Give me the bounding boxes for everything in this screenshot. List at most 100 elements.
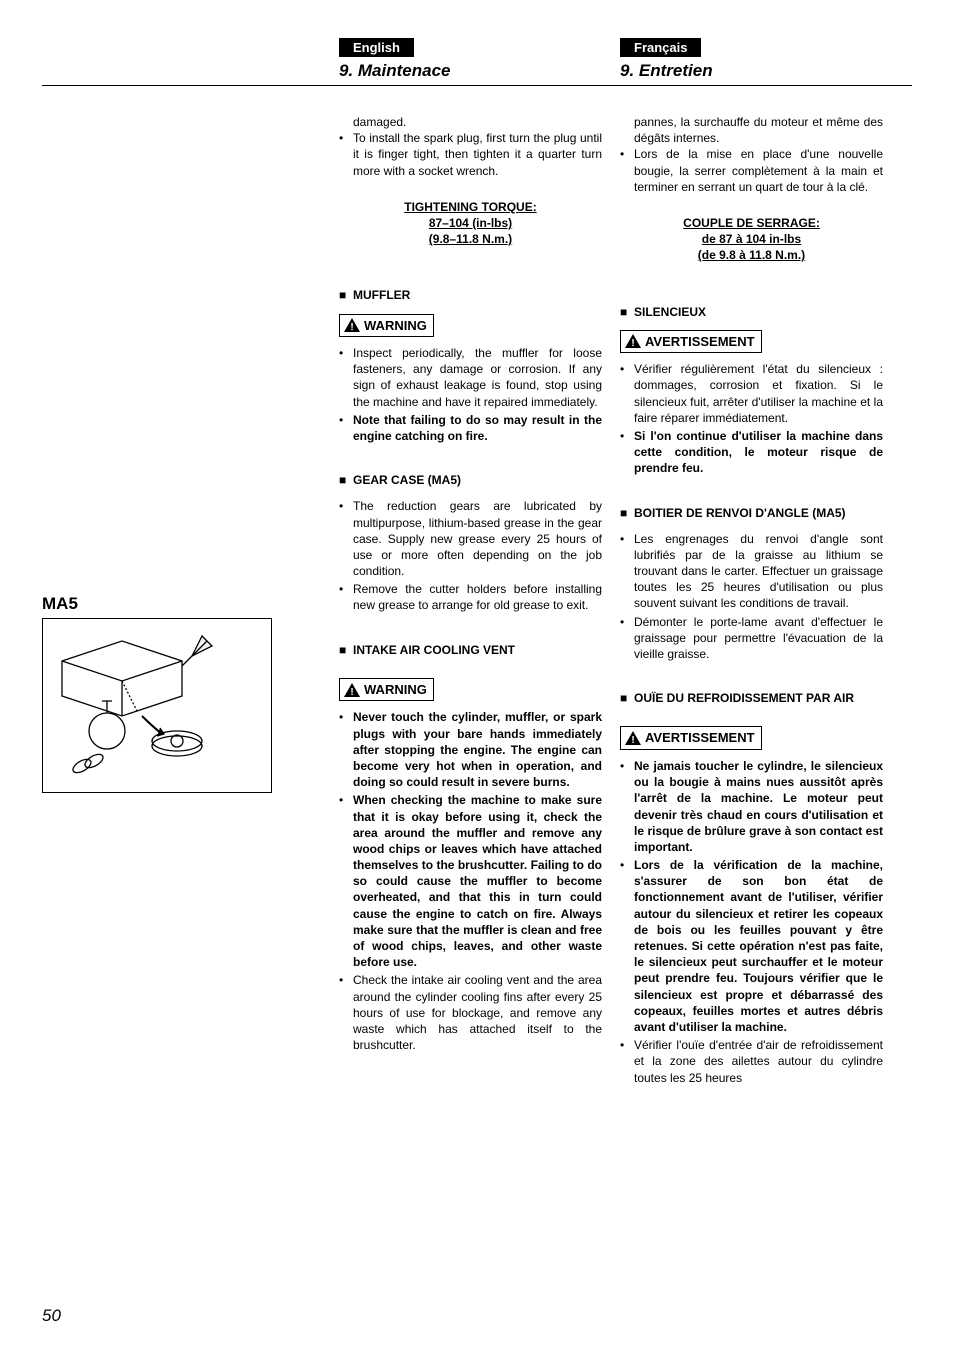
en-gear-b2: • Remove the cutter holders before insta… xyxy=(339,581,602,613)
en-muffler-b1: • Inspect periodically, the muffler for … xyxy=(339,345,602,410)
fr-intake-b2: • Lors de la vérification de la machine,… xyxy=(620,857,883,1035)
en-warning-label-2: WARNING xyxy=(364,681,427,699)
square-bullet-icon: ■ xyxy=(339,287,353,303)
fr-torque-l3: (de 9.8 à 11.8 N.m.) xyxy=(620,247,883,263)
en-warning-1: ! WARNING xyxy=(339,314,434,338)
warning-icon: ! xyxy=(344,683,360,697)
fr-warning-1: ! AVERTISSEMENT xyxy=(620,330,762,354)
fr-gear-b1-text: Les engrenages du renvoi d'angle sont lu… xyxy=(634,531,883,612)
square-bullet-icon: ■ xyxy=(339,472,353,488)
fr-intake-b1-text: Ne jamais toucher le cylindre, le silenc… xyxy=(634,758,883,855)
fr-warning-2: ! AVERTISSEMENT xyxy=(620,726,762,750)
bullet-dot: • xyxy=(620,428,634,477)
fr-gear-b1: • Les engrenages du renvoi d'angle sont … xyxy=(620,531,883,612)
fr-intro-bullet: • Lors de la mise en place d'une nouvell… xyxy=(620,146,883,195)
en-warning-2: ! WARNING xyxy=(339,678,434,702)
bullet-dot: • xyxy=(339,972,353,1053)
fr-intro-bullet-text: Lors de la mise en place d'une nouvelle … xyxy=(634,146,883,195)
fr-warning-label-1: AVERTISSEMENT xyxy=(645,333,755,351)
warning-icon: ! xyxy=(625,334,641,348)
en-torque-l1: TIGHTENING TORQUE: xyxy=(339,199,602,215)
page-header: English 9. Maintenace Français 9. Entret… xyxy=(339,38,912,81)
svg-text:!: ! xyxy=(631,338,634,348)
left-margin: MA5 xyxy=(42,114,339,1088)
en-muffler-b1-text: Inspect periodically, the muffler for lo… xyxy=(353,345,602,410)
section-title-english: 9. Maintenace xyxy=(339,61,620,81)
bullet-dot: • xyxy=(620,857,634,1035)
en-muffler-b2-text: Note that failing to do so may result in… xyxy=(353,412,602,444)
fr-muffler-heading: ■ SILENCIEUX xyxy=(620,304,883,320)
en-torque-l2: 87–104 (in-lbs) xyxy=(339,215,602,231)
fr-muffler-b2-text: Si l'on continue d'utiliser la machine d… xyxy=(634,428,883,477)
bullet-dot: • xyxy=(339,130,353,179)
en-muffler-b2: • Note that failing to do so may result … xyxy=(339,412,602,444)
en-intake-heading-text: INTAKE AIR COOLING VENT xyxy=(353,642,515,658)
fr-intake-heading: ■ OUÏE DU REFROIDISSEMENT PAR AIR xyxy=(620,690,883,706)
fr-muffler-b2: • Si l'on continue d'utiliser la machine… xyxy=(620,428,883,477)
en-muffler-heading-text: MUFFLER xyxy=(353,287,410,303)
fr-muffler-b1-text: Vérifier régulièrement l'état du silenci… xyxy=(634,361,883,426)
bullet-dot: • xyxy=(339,792,353,970)
en-intake-b2-text: When checking the machine to make sure t… xyxy=(353,792,602,970)
fr-gear-heading: ■ BOITIER DE RENVOI D'ANGLE (MA5) xyxy=(620,505,883,521)
fr-intro-cont: pannes, la surchauffe du moteur et même … xyxy=(634,114,883,146)
en-intake-b3: • Check the intake air cooling vent and … xyxy=(339,972,602,1053)
en-torque-l3: (9.8–11.8 N.m.) xyxy=(339,231,602,247)
column-english: damaged. • To install the spark plug, fi… xyxy=(339,114,602,1088)
fr-torque: COUPLE DE SERRAGE: de 87 à 104 in-lbs (d… xyxy=(620,215,883,264)
lang-tag-english: English xyxy=(339,38,414,57)
header-rule xyxy=(42,85,912,86)
lang-tag-french: Français xyxy=(620,38,701,57)
en-intake-b1: • Never touch the cylinder, muffler, or … xyxy=(339,709,602,790)
header-french: Français 9. Entretien xyxy=(620,38,901,81)
bullet-dot: • xyxy=(339,581,353,613)
svg-text:!: ! xyxy=(350,322,353,332)
en-intake-b2: • When checking the machine to make sure… xyxy=(339,792,602,970)
fr-intake-b3: • Vérifier l'ouïe d'entrée d'air de refr… xyxy=(620,1037,883,1086)
warning-icon: ! xyxy=(625,731,641,745)
fr-intake-b1: • Ne jamais toucher le cylindre, le sile… xyxy=(620,758,883,855)
bullet-dot: • xyxy=(339,498,353,579)
fr-torque-l2: de 87 à 104 in-lbs xyxy=(620,231,883,247)
en-gear-heading: ■ GEAR CASE (MA5) xyxy=(339,472,602,488)
square-bullet-icon: ■ xyxy=(339,642,353,658)
en-muffler-heading: ■ MUFFLER xyxy=(339,287,602,303)
svg-text:!: ! xyxy=(350,687,353,697)
fr-gear-b2: • Démonter le porte-lame avant d'effectu… xyxy=(620,614,883,663)
en-intro-bullet: • To install the spark plug, first turn … xyxy=(339,130,602,179)
square-bullet-icon: ■ xyxy=(620,505,634,521)
bullet-dot: • xyxy=(620,614,634,663)
square-bullet-icon: ■ xyxy=(620,304,634,320)
en-intro-cont: damaged. xyxy=(353,114,602,130)
svg-text:!: ! xyxy=(631,735,634,745)
en-intro-bullet-text: To install the spark plug, first turn th… xyxy=(353,130,602,179)
section-title-french: 9. Entretien xyxy=(620,61,901,81)
bullet-dot: • xyxy=(339,412,353,444)
en-intake-heading: ■ INTAKE AIR COOLING VENT xyxy=(339,642,602,658)
fr-intake-b2-text: Lors de la vérification de la machine, s… xyxy=(634,857,883,1035)
bullet-dot: • xyxy=(339,709,353,790)
en-intake-b3-text: Check the intake air cooling vent and th… xyxy=(353,972,602,1053)
header-english: English 9. Maintenace xyxy=(339,38,620,81)
en-gear-b1: • The reduction gears are lubricated by … xyxy=(339,498,602,579)
gearcase-icon xyxy=(52,626,262,786)
figure-illustration xyxy=(42,618,272,793)
main-content: MA5 xyxy=(42,114,912,1088)
fr-gear-heading-text: BOITIER DE RENVOI D'ANGLE (MA5) xyxy=(634,505,846,521)
en-gear-heading-text: GEAR CASE (MA5) xyxy=(353,472,461,488)
bullet-dot: • xyxy=(620,1037,634,1086)
en-gear-b2-text: Remove the cutter holders before install… xyxy=(353,581,602,613)
fr-muffler-b1: • Vérifier régulièrement l'état du silen… xyxy=(620,361,883,426)
bullet-dot: • xyxy=(339,345,353,410)
figure-label: MA5 xyxy=(42,594,272,614)
fr-intake-heading-text: OUÏE DU REFROIDISSEMENT PAR AIR xyxy=(634,690,854,706)
en-intake-b1-text: Never touch the cylinder, muffler, or sp… xyxy=(353,709,602,790)
page-number: 50 xyxy=(42,1306,61,1326)
fr-warning-label-2: AVERTISSEMENT xyxy=(645,729,755,747)
square-bullet-icon: ■ xyxy=(620,690,634,706)
fr-gear-b2-text: Démonter le porte-lame avant d'effectuer… xyxy=(634,614,883,663)
fr-muffler-heading-text: SILENCIEUX xyxy=(634,304,706,320)
figure-ma5: MA5 xyxy=(42,594,272,793)
bullet-dot: • xyxy=(620,531,634,612)
column-french: pannes, la surchauffe du moteur et même … xyxy=(620,114,883,1088)
